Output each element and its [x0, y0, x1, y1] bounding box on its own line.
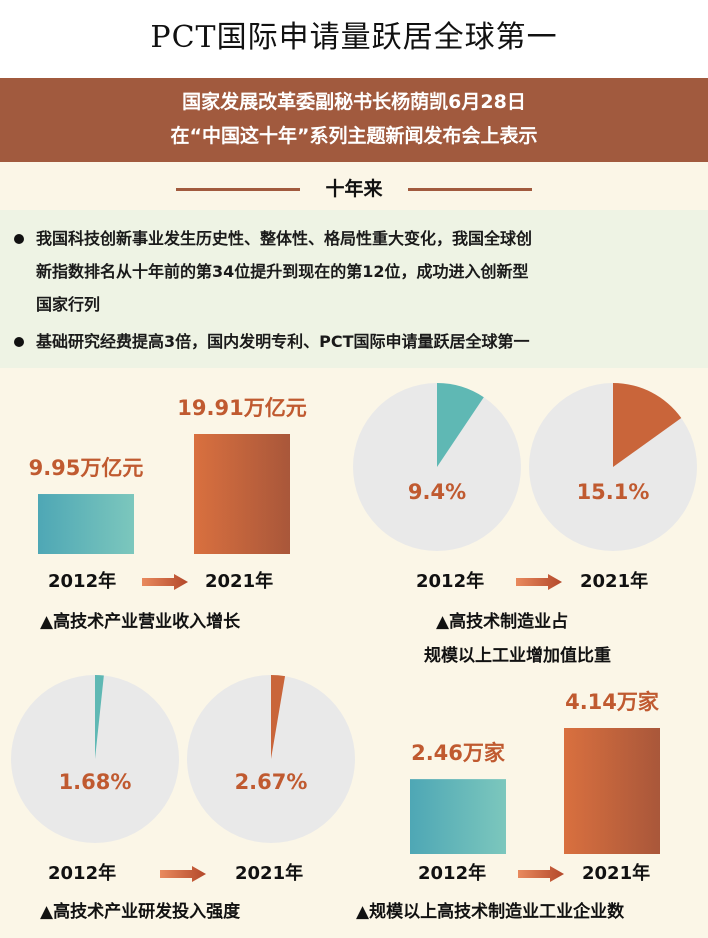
bar-2012 — [410, 779, 506, 854]
pie-chart-2021 — [529, 383, 697, 551]
heading-rule-right — [408, 188, 532, 191]
arrow-right-icon — [160, 866, 206, 882]
section-heading: 十年来 — [0, 172, 708, 206]
pie-label-2012: 1.68% — [58, 770, 132, 794]
bar-label-2021: 4.14万家 — [565, 690, 659, 714]
arrow-right-icon — [142, 574, 188, 590]
bullet-line: 我国科技创新事业发生历史性、整体性、格局性重大变化，我国全球创 — [36, 229, 533, 248]
bullet-text: 基础研究经费提高3倍，国内发明专利、PCT国际申请量跃居全球第一 — [36, 332, 530, 351]
pie-label-2012: 9.4% — [407, 480, 467, 504]
bullet-dot-icon — [14, 337, 24, 347]
pie-slice — [271, 675, 286, 759]
year-label-2012: 2012年 — [416, 571, 485, 592]
heading-text: 十年来 — [325, 178, 383, 200]
chart-caption: ▲规模以上高技术制造业工业企业数 — [356, 902, 625, 922]
bar-2012 — [38, 494, 134, 554]
pie-slice — [613, 383, 682, 467]
pie-chart-2021 — [187, 675, 355, 843]
bullet-list: 我国科技创新事业发生历史性、整体性、格局性重大变化，我国全球创 新指数排名从十年… — [0, 210, 708, 368]
page-title: PCT国际申请量跃居全球第一 — [150, 20, 558, 55]
bullet-line: 新指数排名从十年前的第34位提升到现在的第12位，成功进入创新型 — [36, 262, 529, 281]
bullet-dot-icon — [14, 234, 24, 244]
chart-caption: ▲高技术产业营业收入增长 — [40, 612, 241, 632]
arrow-right-icon — [518, 866, 564, 882]
year-label-2012: 2012年 — [418, 863, 487, 884]
bar-2021 — [564, 728, 660, 854]
bullet-line: 国家行列 — [36, 295, 101, 314]
year-label-2012: 2012年 — [48, 863, 117, 884]
pie-chart-2012 — [11, 675, 179, 843]
year-label-2021: 2021年 — [235, 863, 304, 884]
banner-line-2: 在“中国这十年”系列主题新闻发布会上表示 — [170, 125, 538, 147]
bar-label-2012: 9.95万亿元 — [28, 456, 144, 481]
bar-chart-enterprises — [410, 728, 660, 854]
arrow-right-icon — [516, 574, 562, 590]
year-label-2012: 2012年 — [48, 571, 117, 592]
pie-slice — [437, 383, 484, 467]
bar-label-2012: 2.46万家 — [411, 741, 505, 766]
chart-caption-line-1: ▲高技术制造业占 — [436, 612, 569, 632]
bullet-item-2: 基础研究经费提高3倍，国内发明专利、PCT国际申请量跃居全球第一 — [10, 325, 700, 359]
bar-chart-revenue — [38, 434, 290, 554]
year-label-2021: 2021年 — [582, 863, 651, 884]
pie-slice — [95, 675, 104, 759]
pie-label-2021: 2.67% — [234, 770, 308, 794]
banner-line-1: 国家发展改革委副秘书长杨荫凯6月28日 — [182, 91, 526, 113]
chart-caption-line-2: 规模以上工业增加值比重 — [424, 646, 611, 666]
bar-label-2021: 19.91万亿元 — [177, 396, 307, 420]
bullet-text: 我国科技创新事业发生历史性、整体性、格局性重大变化，我国全球创 新指数排名从十年… — [36, 222, 702, 321]
banner: 国家发展改革委副秘书长杨荫凯6月28日 在“中国这十年”系列主题新闻发布会上表示 — [0, 78, 708, 162]
pie-label-2021: 15.1% — [576, 480, 650, 504]
year-label-2021: 2021年 — [580, 571, 649, 592]
chart-caption: ▲高技术产业研发投入强度 — [40, 902, 241, 922]
heading-rule-left — [176, 188, 300, 191]
pie-chart-2012 — [353, 383, 521, 551]
year-label-2021: 2021年 — [205, 571, 274, 592]
bullet-item-1: 我国科技创新事业发生历史性、整体性、格局性重大变化，我国全球创 新指数排名从十年… — [10, 222, 700, 322]
bar-2021 — [194, 434, 290, 554]
